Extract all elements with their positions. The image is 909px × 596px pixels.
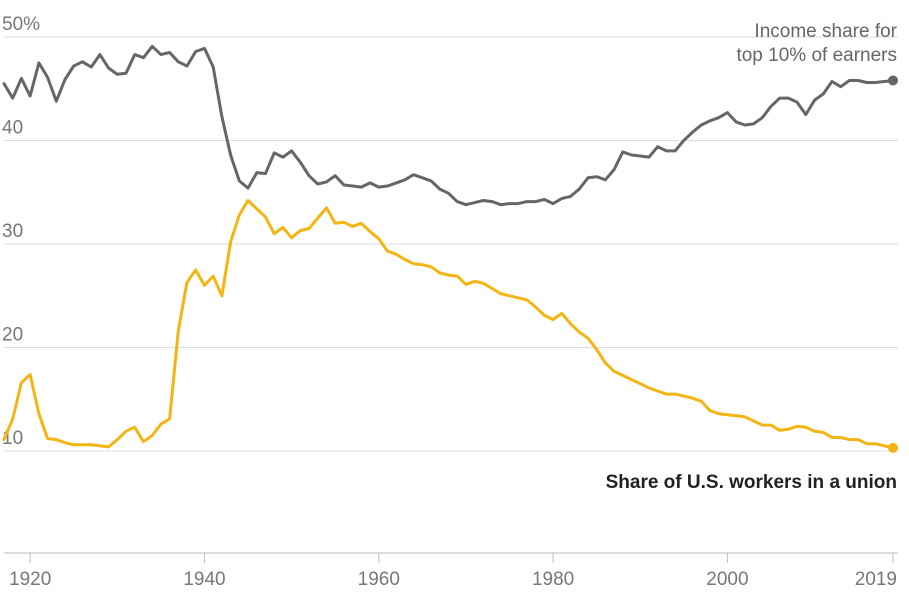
series-labels: Income share for top 10% of earners Share … [606,21,898,493]
x-tick-label-1940: 1940 [183,569,225,590]
series-lines [2,44,898,453]
y-tick-label-30: 30 [2,221,23,242]
y-tick-label-20: 20 [2,325,23,346]
y-tick-label-50: 50% [2,14,40,35]
union-membership-share-label-line-1: Share of U.S. workers in a union [606,472,897,493]
x-tick-label-1920: 1920 [9,569,51,590]
top10-income-share-line [2,44,895,207]
x-tick-label-2000: 2000 [706,569,748,590]
x-axis: 1920 1940 1960 1980 2000 2019 [4,552,898,590]
x-tick-label-1980: 1980 [532,569,574,590]
top10-income-share-label-line-1: Income share for [754,21,897,42]
top10-income-share-endpoint-marker [888,75,898,86]
x-tick-label-1960: 1960 [358,569,400,590]
gridlines [4,36,898,452]
union-membership-share-line [2,199,895,450]
union-membership-share-endpoint-marker [888,442,898,453]
top10-income-share-label-line-2: top 10% of earners [736,45,897,66]
y-tick-label-40: 40 [2,118,23,139]
x-tick-label-2019: 2019 [855,569,897,590]
